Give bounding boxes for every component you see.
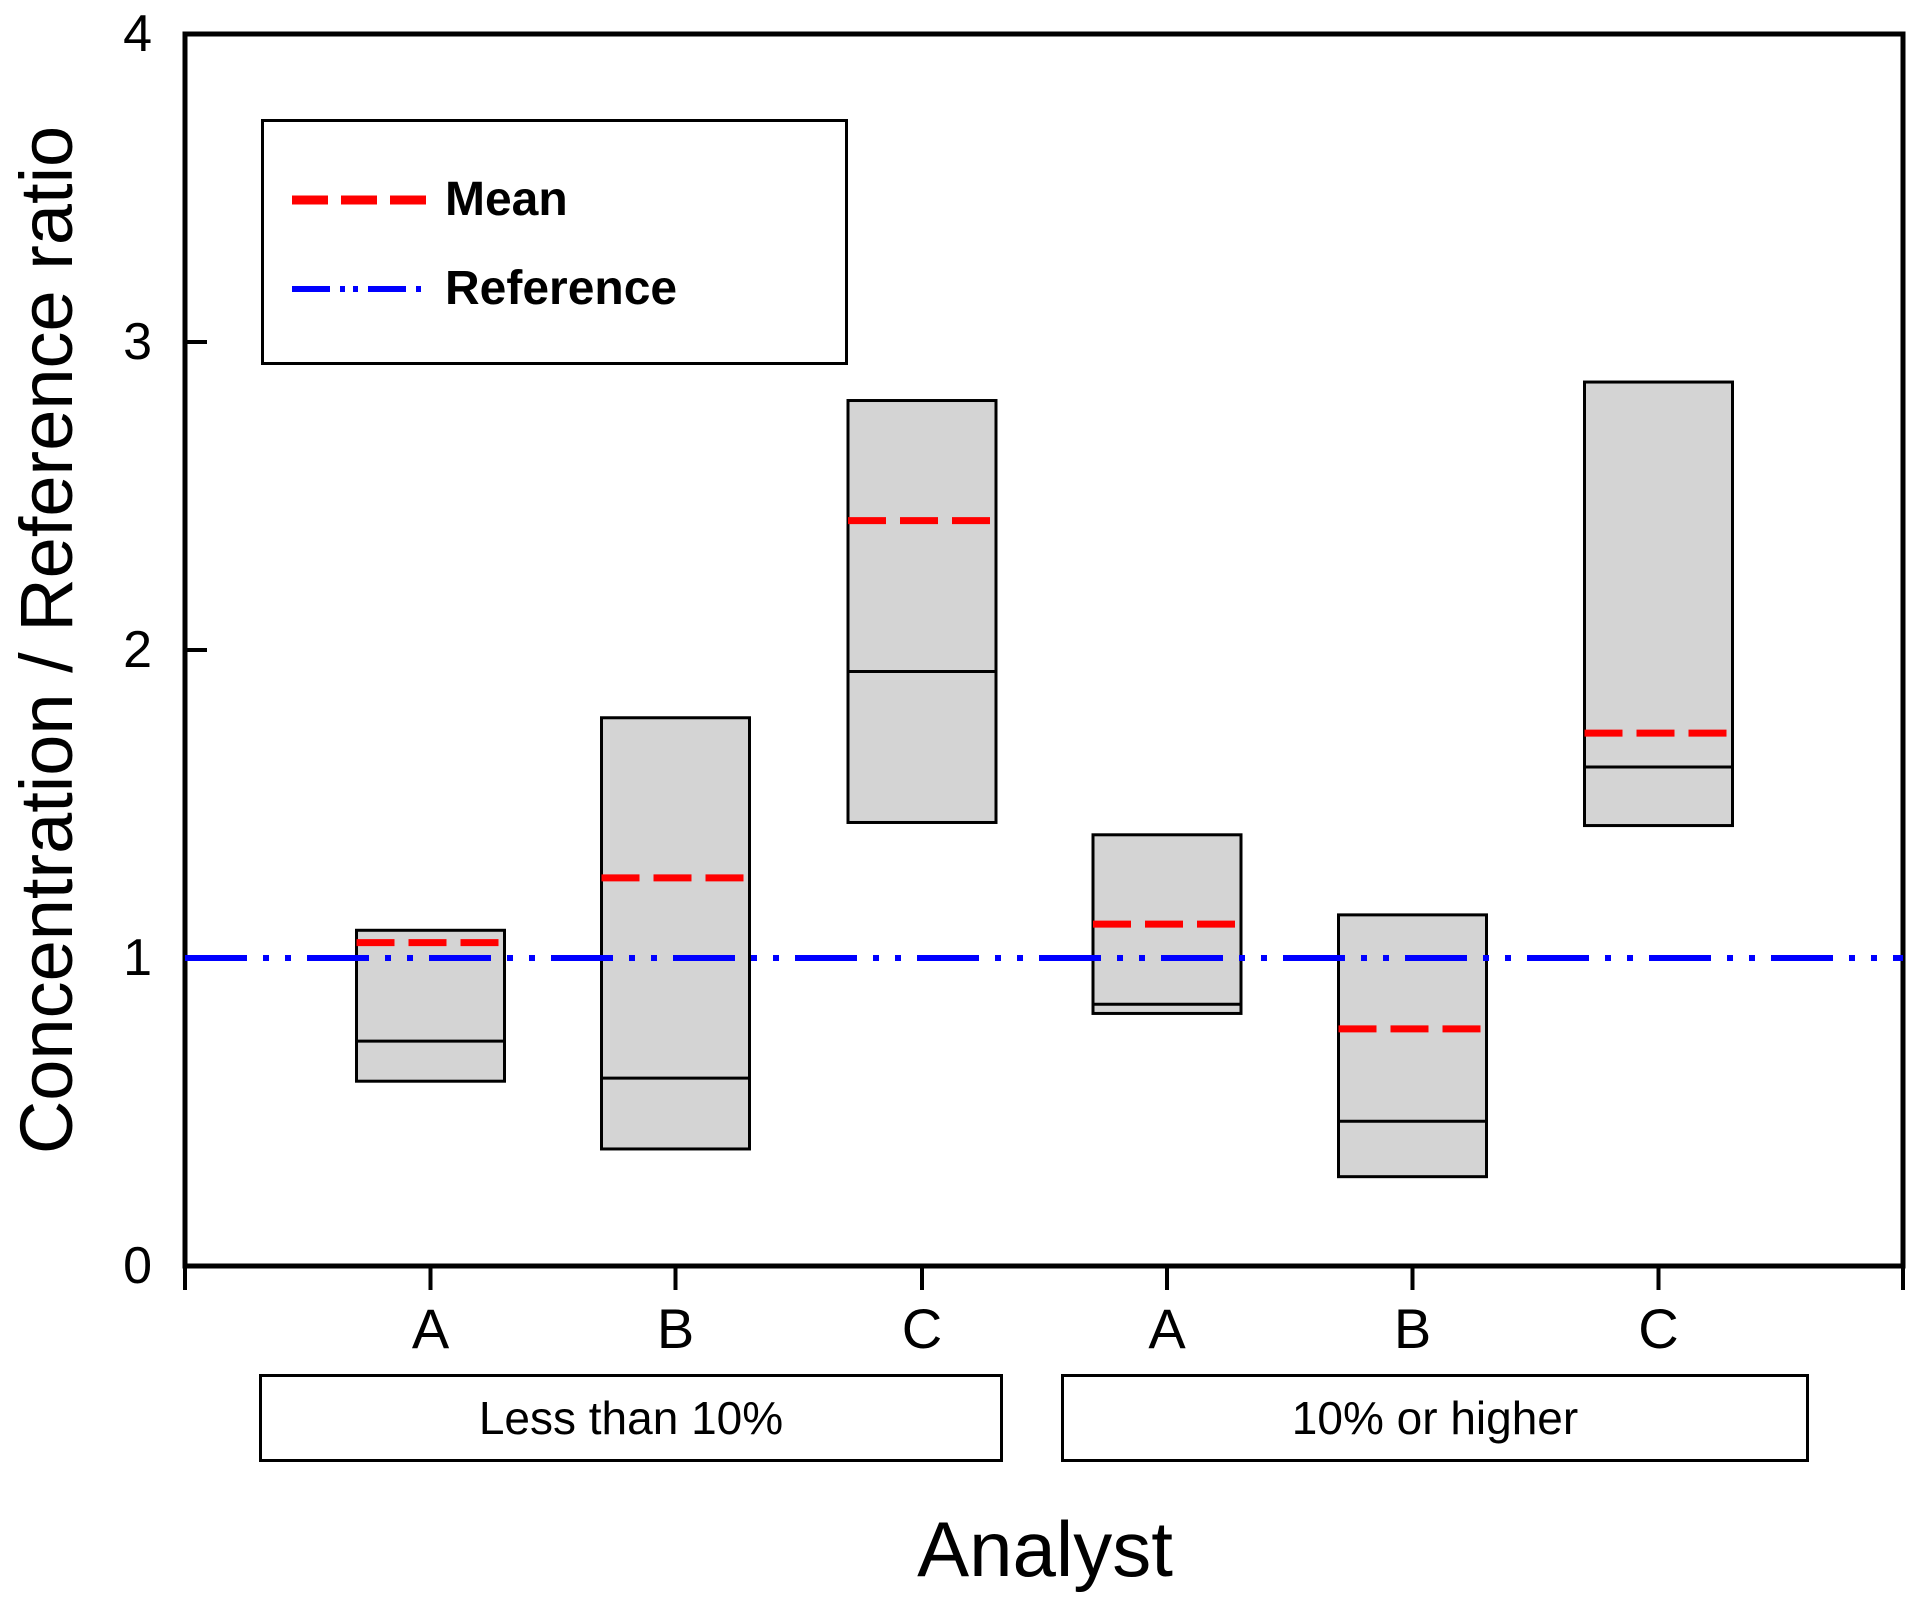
x-category-label-B-1: B bbox=[656, 1297, 695, 1360]
y-tick-label-4: 4 bbox=[123, 5, 152, 63]
group-band-less-than-10: Less than 10% bbox=[259, 1374, 1003, 1462]
legend: Mean Reference bbox=[261, 119, 848, 365]
box-B-2 bbox=[1337, 913, 1488, 1179]
x-axis-title: Analyst bbox=[917, 1505, 1173, 1593]
mean-line-icon bbox=[292, 195, 426, 205]
reference-line-icon bbox=[292, 286, 426, 292]
legend-label-reference: Reference bbox=[445, 262, 678, 315]
box-C-1 bbox=[846, 399, 998, 824]
y-tick-label-1: 1 bbox=[123, 929, 152, 987]
x-category-label-A-2: A bbox=[1148, 1297, 1186, 1360]
box-B-1 bbox=[600, 716, 751, 1151]
y-tick-label-3: 3 bbox=[123, 313, 152, 371]
x-category-label-C-1: C bbox=[901, 1297, 943, 1360]
legend-item-mean: Mean bbox=[292, 176, 568, 224]
legend-item-reference: Reference bbox=[292, 265, 677, 313]
group-band-10-or-higher: 10% or higher bbox=[1061, 1374, 1809, 1462]
box-A-1 bbox=[355, 928, 506, 1083]
x-category-label-C-2: C bbox=[1638, 1297, 1679, 1360]
legend-label-mean: Mean bbox=[445, 173, 568, 226]
x-category-label-B-2: B bbox=[1393, 1297, 1432, 1360]
box-C-2 bbox=[1583, 380, 1734, 828]
y-tick-label-2: 2 bbox=[123, 621, 152, 679]
x-category-label-A-1: A bbox=[411, 1297, 450, 1360]
y-tick-label-0: 0 bbox=[123, 1237, 152, 1295]
